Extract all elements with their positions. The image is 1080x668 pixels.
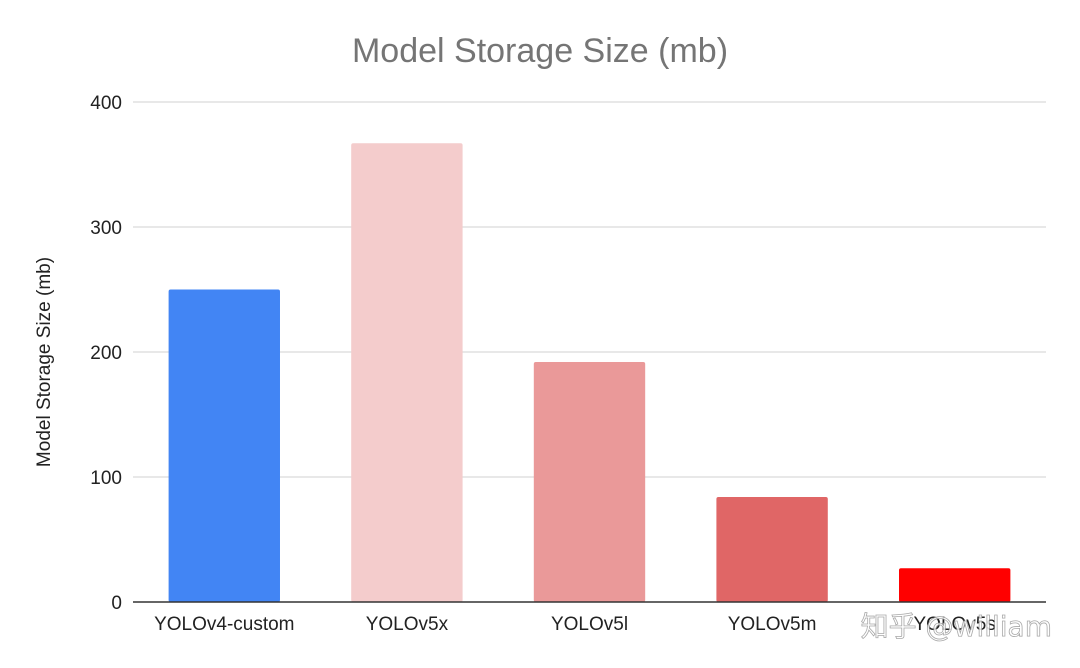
watermark-text: 知乎 @william bbox=[861, 610, 1052, 643]
x-category-label: YOLOv5s bbox=[914, 614, 996, 635]
y-tick-labels: 0 100 200 300 400 bbox=[90, 93, 122, 614]
bar-yolov4-custom bbox=[168, 289, 280, 602]
bars bbox=[168, 143, 1011, 602]
bar-yolov5s bbox=[899, 568, 1011, 602]
bar-yolov5m bbox=[716, 497, 828, 602]
y-tick-label: 100 bbox=[90, 468, 122, 489]
y-tick-label: 300 bbox=[90, 218, 122, 239]
y-tick-label: 200 bbox=[90, 343, 122, 364]
y-tick-label: 0 bbox=[111, 593, 122, 614]
x-category-labels: YOLOv4-custom YOLOv5x YOLOv5l YOLOv5m YOLOv5… bbox=[154, 614, 996, 635]
x-category-label: YOLOv5m bbox=[728, 614, 817, 635]
bar-yolov5l bbox=[533, 362, 646, 602]
x-category-label: YOLOv5x bbox=[366, 614, 449, 635]
y-axis-title: Model Storage Size (mb) bbox=[34, 257, 55, 467]
x-category-label: YOLOv5l bbox=[551, 614, 628, 635]
chart-title: Model Storage Size (mb) bbox=[352, 32, 728, 70]
y-tick-label: 400 bbox=[90, 93, 122, 114]
x-category-label: YOLOv4-custom bbox=[154, 614, 294, 635]
bar-yolov5x bbox=[351, 143, 463, 602]
